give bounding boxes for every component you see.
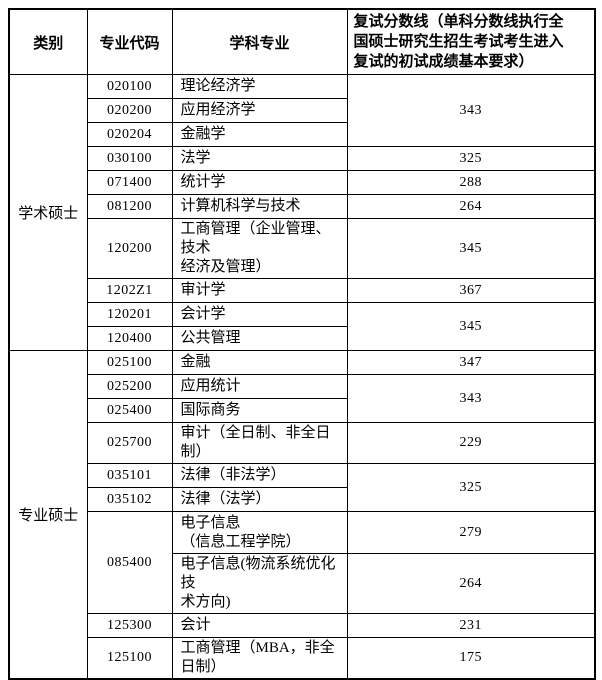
- table-row: 085400 电子信息 （信息工程学院） 279: [9, 511, 596, 614]
- major-cell: 审计学: [171, 278, 348, 303]
- major-cell: 公共管理: [171, 326, 348, 351]
- score-cell: 279: [346, 511, 596, 554]
- code-cell: 020200: [86, 98, 173, 123]
- table-row: 081200 计算机科学与技术 264: [9, 194, 596, 219]
- major-cell: 电子信息 （信息工程学院）: [171, 511, 348, 554]
- code-cell: 020204: [86, 122, 173, 147]
- score-cell: 175: [346, 637, 596, 680]
- score-cell: 343: [346, 74, 596, 147]
- code-cell: 081200: [86, 194, 173, 219]
- table-row: 071400 统计学 288: [9, 170, 596, 195]
- table-row: 125100 工商管理（MBA，非全日制） 175: [9, 637, 596, 680]
- score-cell: 229: [346, 422, 596, 464]
- code-cell: 025700: [86, 422, 173, 464]
- major-cell: 金融: [171, 350, 348, 375]
- score-cell: 345: [346, 218, 596, 279]
- category-academic: 学术硕士: [8, 74, 88, 351]
- code-cell: 125100: [86, 637, 173, 680]
- table-row: 120201 会计学 345: [9, 302, 596, 351]
- table-row: 020204 金融学: [9, 122, 595, 147]
- header-code: 专业代码: [86, 8, 173, 75]
- major-cell: 会计学: [171, 302, 348, 327]
- table-row: 030100 法学 325: [9, 146, 596, 171]
- score-cell: 343: [346, 374, 596, 423]
- code-cell: 025100: [86, 350, 173, 375]
- code-cell: 1202Z1: [86, 278, 173, 303]
- admission-score-table: 类别 专业代码 学科专业 复试分数线（单科分数线执行全 国硕士研究生招生考试考生…: [8, 8, 596, 680]
- code-cell: 071400: [86, 170, 173, 195]
- code-cell: 030100: [86, 146, 173, 171]
- score-cell: 288: [346, 170, 596, 195]
- table-row: 025700 审计（全日制、非全日制） 229: [9, 422, 596, 464]
- major-cell: 国际商务: [171, 398, 348, 423]
- score-cell: 264: [346, 194, 596, 219]
- score-cell: 367: [346, 278, 596, 303]
- score-cell: 325: [346, 146, 596, 171]
- major-cell: 应用经济学: [171, 98, 348, 123]
- major-cell: 电子信息(物流系统优化技 术方向): [171, 553, 348, 614]
- major-cell: 法律（非法学）: [171, 463, 348, 488]
- code-cell: 120400: [86, 326, 173, 351]
- major-cell: 法律（法学）: [171, 487, 348, 512]
- score-cell: 347: [346, 350, 596, 375]
- header-category: 类别: [8, 8, 88, 75]
- table-row: 025200 应用统计 343: [9, 374, 596, 423]
- header-score-line: 复试分数线（单科分数线执行全 国硕士研究生招生考试考生进入 复试的初试成绩基本要…: [346, 8, 596, 75]
- code-cell: 035102: [86, 487, 173, 512]
- table-row: 025400 国际商务: [9, 398, 595, 423]
- code-cell: 020100: [86, 74, 173, 99]
- table-row: 020200 应用经济学: [9, 98, 595, 123]
- table-row: 专业硕士 025100 金融 347: [8, 350, 596, 680]
- table-row: 035101 法律（非法学） 325: [9, 463, 596, 512]
- header-row: 类别 专业代码 学科专业 复试分数线（单科分数线执行全 国硕士研究生招生考试考生…: [8, 8, 596, 75]
- major-cell: 会计: [171, 613, 348, 638]
- table-row: 120200 工商管理（企业管理、技术 经济及管理） 345: [9, 218, 596, 279]
- code-cell: 025400: [86, 398, 173, 423]
- major-cell: 工商管理（MBA，非全日制）: [171, 637, 348, 680]
- major-cell: 应用统计: [171, 374, 348, 399]
- header-major: 学科专业: [171, 8, 348, 75]
- table-row: 125300 会计 231: [9, 613, 596, 638]
- code-cell: 085400: [86, 511, 173, 614]
- score-cell: 264: [346, 553, 596, 614]
- major-cell: 工商管理（企业管理、技术 经济及管理）: [171, 218, 348, 279]
- table-row: 120400 公共管理: [9, 326, 595, 351]
- score-cell: 345: [346, 302, 596, 351]
- table-row: 035102 法律（法学）: [9, 487, 595, 512]
- score-cell: 325: [346, 463, 596, 512]
- table-row: 学术硕士 020100 理论经济学 343: [8, 74, 596, 351]
- major-cell: 金融学: [171, 122, 348, 147]
- code-cell: 125300: [86, 613, 173, 638]
- code-cell: 025200: [86, 374, 173, 399]
- major-cell: 审计（全日制、非全日制）: [171, 422, 348, 464]
- major-cell: 理论经济学: [171, 74, 348, 99]
- table-row: 1202Z1 审计学 367: [9, 278, 596, 303]
- category-professional: 专业硕士: [8, 350, 88, 680]
- code-cell: 120200: [86, 218, 173, 279]
- major-cell: 计算机科学与技术: [171, 194, 348, 219]
- code-cell: 035101: [86, 463, 173, 488]
- code-cell: 120201: [86, 302, 173, 327]
- major-cell: 统计学: [171, 170, 348, 195]
- major-cell: 法学: [171, 146, 348, 171]
- score-cell: 231: [346, 613, 596, 638]
